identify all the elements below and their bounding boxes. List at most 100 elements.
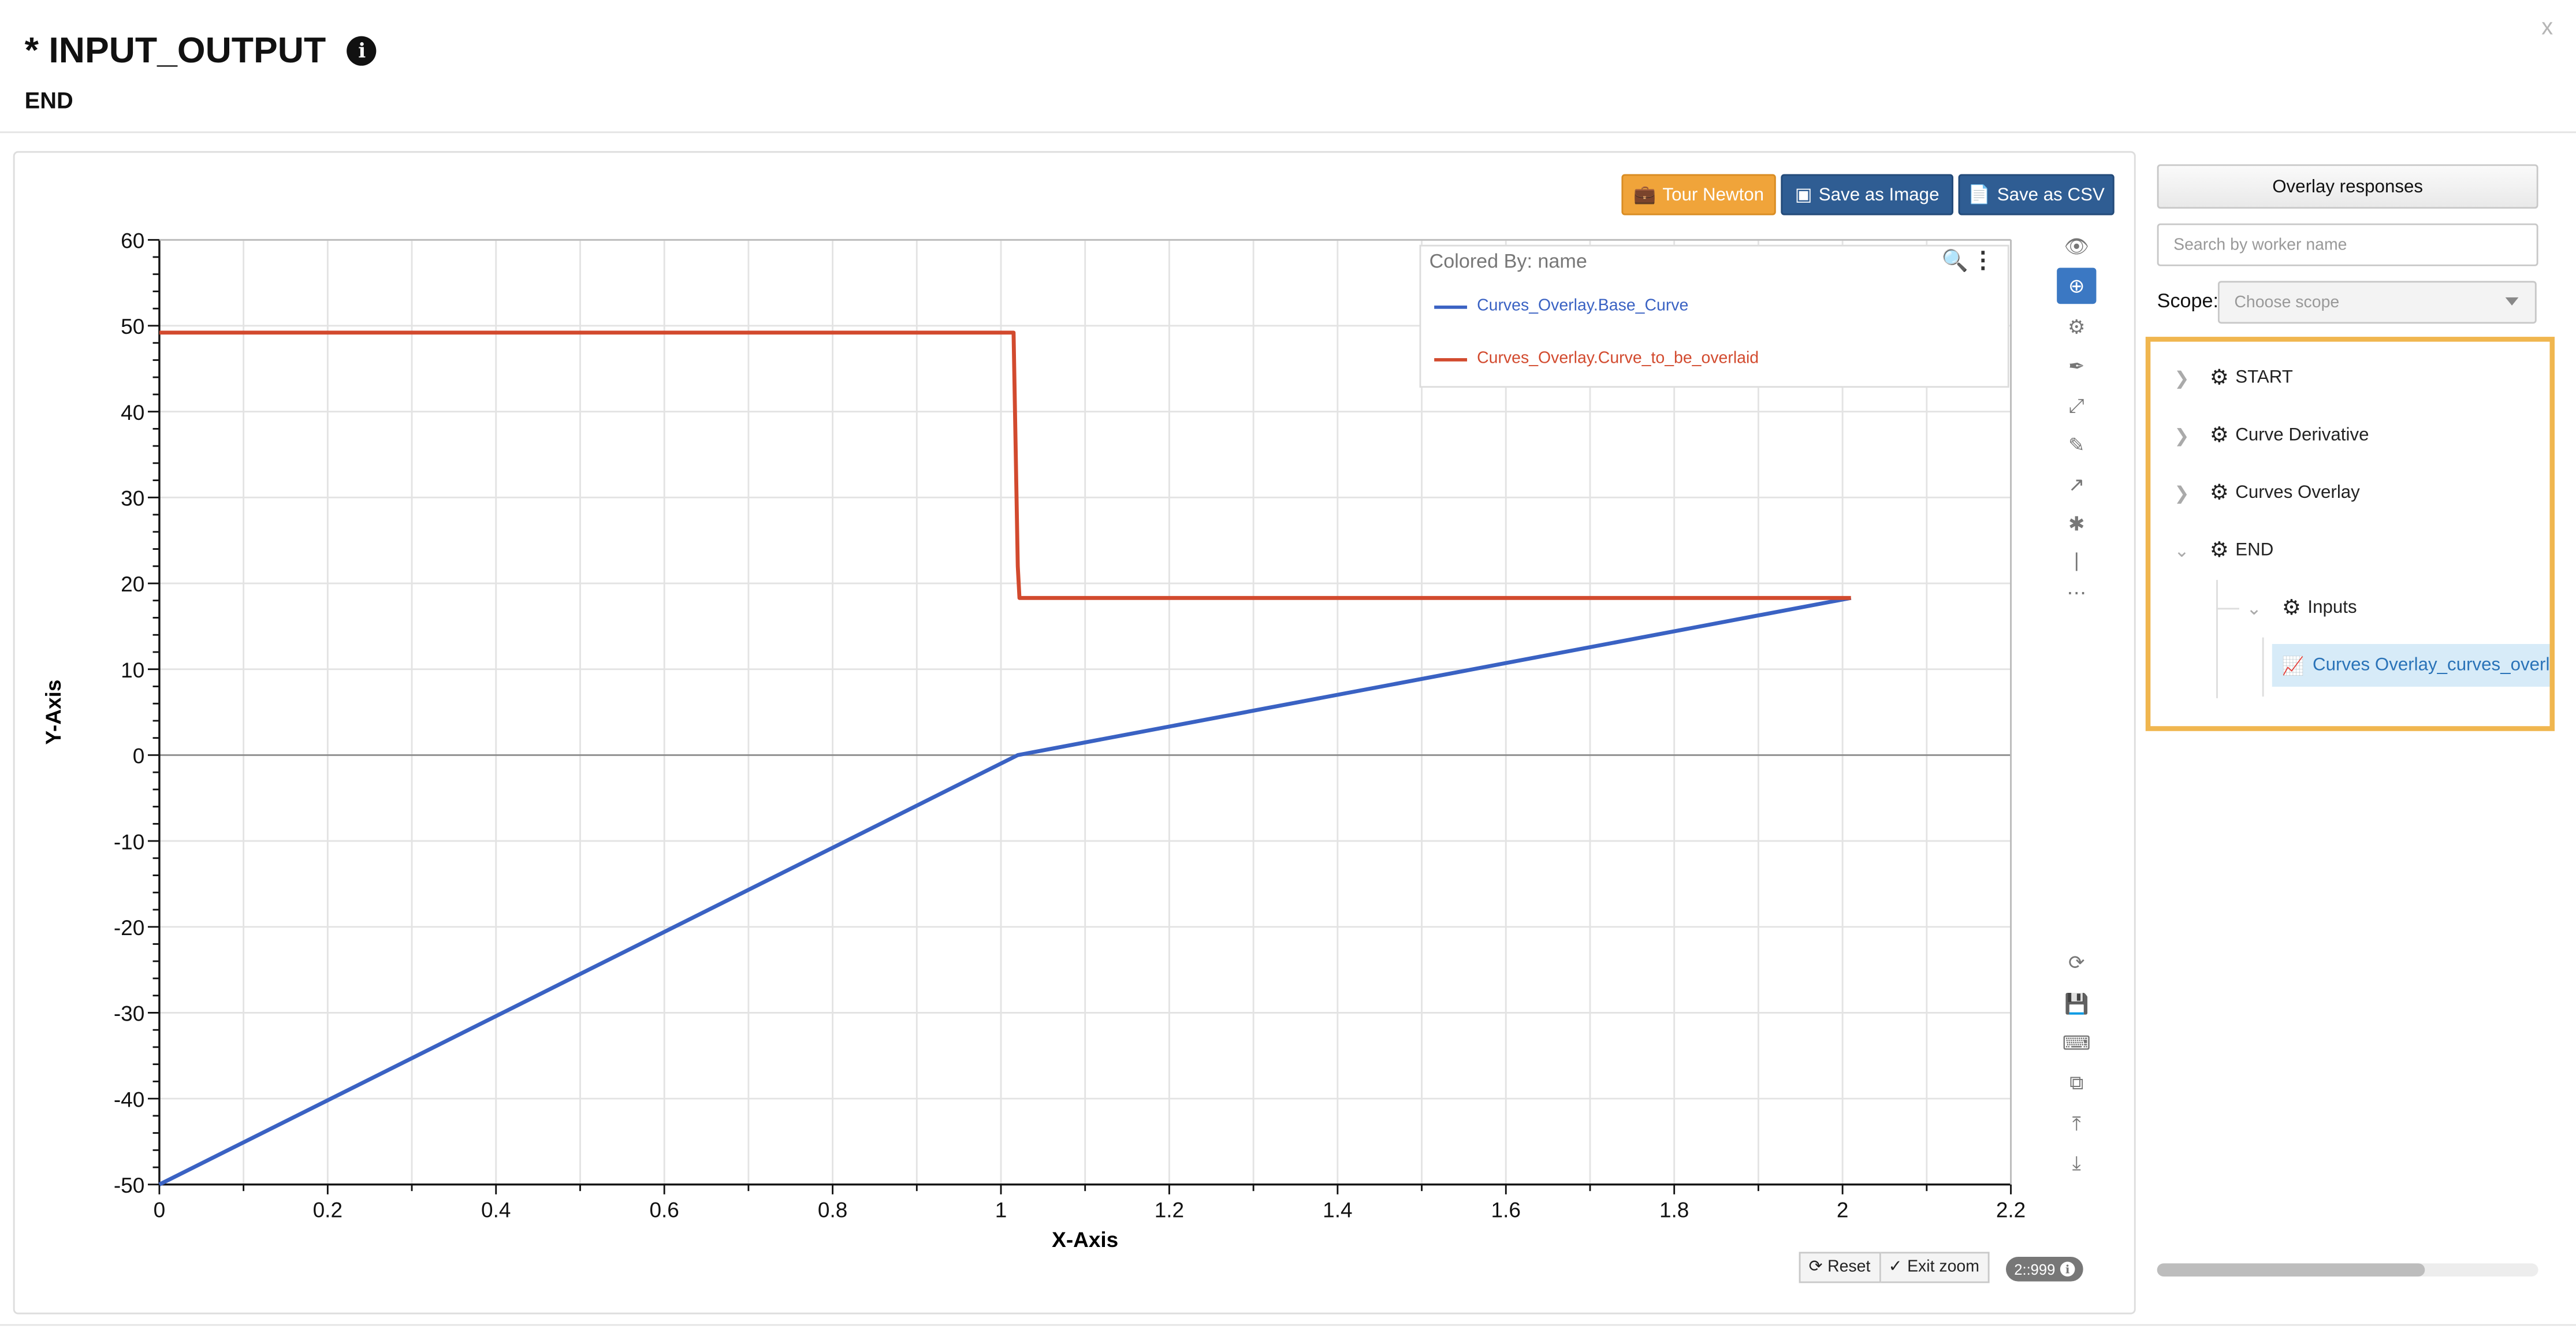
y-tick-label: 0 bbox=[133, 744, 145, 768]
y-axis-label: Y-Axis bbox=[42, 680, 65, 745]
x-tick-label: 0.8 bbox=[818, 1198, 847, 1222]
more-icon[interactable]: ⋯ bbox=[2067, 581, 2087, 605]
tree-leaf-label: Curves Overlay_curves_overlaid bbox=[2313, 655, 2555, 676]
tour-newton-button[interactable]: 💼 Tour Newton bbox=[1621, 174, 1776, 215]
save-image-label: Save as Image bbox=[1818, 184, 1940, 205]
x-tick-label: 0.4 bbox=[481, 1198, 511, 1222]
image-icon: ▣ bbox=[1795, 185, 1812, 206]
y-tick-label: 40 bbox=[121, 401, 144, 425]
arrow-icon[interactable]: ↗ bbox=[2068, 473, 2085, 497]
exit-zoom-button[interactable]: ✓ Exit zoom bbox=[1880, 1252, 1990, 1283]
gear-icon: ⚙ bbox=[2281, 594, 2302, 620]
chevron-right-icon: ❯ bbox=[2174, 483, 2190, 504]
zoom-icon[interactable]: ⊕ bbox=[2057, 267, 2097, 304]
search-icon[interactable]: 🔍 bbox=[1941, 248, 1968, 273]
page-title: * INPUT_OUTPUT i bbox=[25, 29, 377, 72]
brush-icon[interactable]: ✒ bbox=[2068, 355, 2085, 378]
scrollbar-thumb[interactable] bbox=[2157, 1263, 2425, 1277]
x-tick-label: 1 bbox=[995, 1198, 1007, 1222]
legend-item-base-curve[interactable]: Curves_Overlay.Base_Curve bbox=[1434, 297, 1688, 315]
tree-connector bbox=[2216, 608, 2239, 610]
chevron-down-icon bbox=[2505, 297, 2519, 306]
chevron-right-icon: ❯ bbox=[2174, 426, 2190, 446]
x-tick-label: 0.6 bbox=[649, 1198, 679, 1222]
close-button[interactable]: x bbox=[2541, 13, 2553, 40]
check-icon: ✓ bbox=[1888, 1258, 1903, 1277]
x-tick-label: 2 bbox=[1837, 1198, 1849, 1222]
info-icon[interactable]: i bbox=[347, 36, 377, 66]
page-title-text: * INPUT_OUTPUT bbox=[24, 29, 326, 71]
chevron-down-icon: ⌄ bbox=[2174, 541, 2190, 561]
legend-item-overlaid-curve[interactable]: Curves_Overlay.Curve_to_be_overlaid bbox=[1434, 350, 1759, 368]
x-tick-label: 2.2 bbox=[1996, 1198, 2026, 1222]
refresh-icon: ⟳ bbox=[1808, 1258, 1823, 1277]
file-excel-icon: 📄 bbox=[1968, 185, 1991, 206]
more-vertical-icon[interactable]: ⋮ bbox=[1971, 246, 1995, 273]
keyboard-icon[interactable]: ⌨ bbox=[2062, 1032, 2091, 1055]
x-tick-label: 1.2 bbox=[1155, 1198, 1184, 1222]
horizontal-scrollbar[interactable] bbox=[2157, 1263, 2538, 1277]
save-icon[interactable]: 💾 bbox=[2064, 992, 2089, 1015]
scope-label: Scope: bbox=[2157, 289, 2218, 312]
refresh-icon[interactable]: ⟳ bbox=[2068, 951, 2085, 974]
tour-newton-label: Tour Newton bbox=[1662, 184, 1765, 205]
legend-label: Curves_Overlay.Curve_to_be_overlaid bbox=[1477, 349, 1759, 368]
save-image-button[interactable]: ▣ Save as Image bbox=[1781, 174, 1953, 215]
line-chart-icon: 📈 bbox=[2281, 656, 2305, 676]
pencil-icon[interactable]: ✎ bbox=[2068, 433, 2085, 457]
chevron-right-icon: ❯ bbox=[2174, 368, 2190, 389]
legend-swatch bbox=[1434, 304, 1468, 308]
overlay-responses-button[interactable]: Overlay responses bbox=[2157, 164, 2538, 209]
header-divider bbox=[0, 131, 2576, 133]
suitcase-icon: 💼 bbox=[1633, 185, 1656, 206]
eye-icon[interactable]: 👁 bbox=[2064, 234, 2089, 258]
chart-panel: 💼 Tour Newton ▣ Save as Image 📄 Save as … bbox=[13, 151, 2136, 1315]
tree-node-curves-overlay[interactable]: ❯ ⚙ Curves Overlay bbox=[2170, 479, 2360, 507]
gear-icon[interactable]: ⚙ bbox=[2067, 315, 2086, 338]
worker-search-input[interactable] bbox=[2157, 223, 2538, 266]
tree-node-label: Inputs bbox=[2307, 598, 2357, 618]
y-tick-label: -30 bbox=[114, 1002, 144, 1026]
legend-label: Curves_Overlay.Base_Curve bbox=[1477, 297, 1689, 316]
tree-node-end[interactable]: ⌄ ⚙ END bbox=[2170, 537, 2273, 564]
tree-node-label: START bbox=[2235, 368, 2293, 388]
scope-select[interactable]: Choose scope bbox=[2217, 281, 2537, 324]
gear-icon: ⚙ bbox=[2209, 422, 2229, 447]
tree-node-label: Curves Overlay bbox=[2235, 483, 2360, 503]
chart-axes: 0 0.2 0.4 0.6 0.8 1 1.2 1.4 1.6 1.8 2 2.2 60 50 40 30 20… bbox=[114, 229, 2026, 1222]
download-icon[interactable]: ⤓ bbox=[2072, 1151, 2081, 1174]
tree-node-label: END bbox=[2235, 540, 2274, 560]
info-icon: i bbox=[2060, 1261, 2075, 1277]
tree-node-curve-derivative[interactable]: ❯ ⚙ Curve Derivative bbox=[2170, 422, 2369, 449]
copy-icon[interactable]: ⧉ bbox=[2069, 1070, 2084, 1093]
gear-icon: ⚙ bbox=[2209, 479, 2229, 505]
chart-series bbox=[158, 330, 1852, 1186]
wand-icon[interactable]: ✱ bbox=[2068, 512, 2085, 536]
chart-legend: Colored By: name 🔍 ⋮ Curves_Overlay.Base… bbox=[1419, 244, 2009, 388]
upload-icon[interactable]: ⤒ bbox=[2072, 1111, 2081, 1135]
version-badge[interactable]: 2::999 i bbox=[2005, 1256, 2083, 1282]
tree-node-inputs[interactable]: ⌄ ⚙ Inputs bbox=[2243, 595, 2357, 621]
line-chart[interactable]: 0 0.2 0.4 0.6 0.8 1 1.2 1.4 1.6 1.8 2 2.2 60 50 40 30 20… bbox=[15, 153, 2134, 1313]
version-badge-label: 2::999 bbox=[2014, 1261, 2056, 1278]
y-tick-label: -10 bbox=[114, 830, 144, 854]
tree-node-label: Curve Derivative bbox=[2235, 425, 2369, 445]
reset-button[interactable]: ⟳ Reset bbox=[1799, 1252, 1881, 1283]
x-tick-label: 1.6 bbox=[1491, 1198, 1521, 1222]
tree-connector bbox=[2262, 637, 2264, 697]
x-tick-label: 0.2 bbox=[313, 1198, 343, 1222]
workflow-tree: ❯ ⚙ START ❯ ⚙ Curve Derivative ❯ ⚙ Curve… bbox=[2145, 337, 2555, 731]
y-tick-label: 60 bbox=[121, 229, 144, 253]
tree-leaf-curves-overlaid[interactable]: 📈 Curves Overlay_curves_overlaid bbox=[2272, 644, 2555, 687]
line-icon[interactable]: | bbox=[2074, 549, 2079, 572]
fit-icon[interactable]: ⤢ bbox=[2068, 393, 2084, 417]
legend-title: Colored By: name bbox=[1429, 250, 1587, 273]
gear-icon: ⚙ bbox=[2209, 364, 2229, 390]
gear-icon: ⚙ bbox=[2209, 537, 2229, 562]
scope-select-value: Choose scope bbox=[2234, 293, 2340, 312]
page-subtitle: END bbox=[24, 87, 73, 114]
x-tick-label: 1.8 bbox=[1659, 1198, 1689, 1222]
save-csv-button[interactable]: 📄 Save as CSV bbox=[1958, 174, 2115, 215]
y-tick-label: 30 bbox=[121, 487, 144, 511]
tree-node-start[interactable]: ❯ ⚙ START bbox=[2170, 364, 2293, 391]
